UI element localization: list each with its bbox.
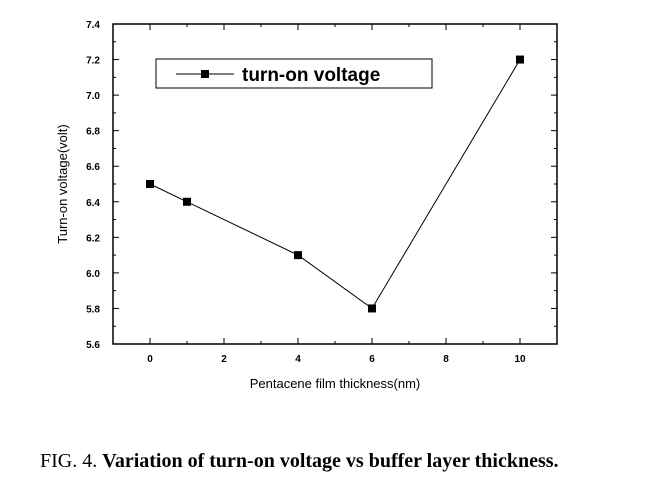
- data-point: [294, 251, 302, 260]
- y-tick-label: 7.0: [86, 91, 100, 102]
- x-tick-label: 4: [295, 354, 301, 365]
- x-tick-label: 2: [221, 354, 227, 365]
- series-line: [149, 59, 521, 310]
- data-point: [183, 197, 191, 206]
- y-tick-label: 6.4: [86, 198, 100, 209]
- legend-marker: [201, 70, 209, 78]
- y-tick-label: 6.0: [86, 269, 100, 280]
- legend: turn-on voltage: [155, 58, 433, 89]
- y-tick-label: 6.2: [86, 233, 100, 244]
- data-point: [146, 180, 154, 188]
- caption-prefix: FIG. 4.: [40, 450, 98, 472]
- caption-text: Variation of turn-on voltage vs buffer l…: [102, 450, 559, 472]
- y-tick-label: 7.4: [86, 20, 100, 31]
- x-tick-label: 6: [369, 354, 375, 365]
- tick-labels: 0 2 4 6 8 10 5.6 5.8 6.0 6.2 6.4 6.6 6.8 7.0 7.2 7.4: [86, 20, 526, 365]
- y-axis-title: Turn-on voltage(volt): [55, 124, 70, 243]
- x-axis-title: Pentacene film thickness(nm): [250, 376, 421, 391]
- figure-caption: FIG. 4. Variation of turn-on voltage vs …: [40, 450, 640, 473]
- data-point: [368, 304, 376, 313]
- axis-ticks: [112, 23, 558, 345]
- data-point: [516, 55, 524, 64]
- y-tick-label: 7.2: [86, 56, 100, 67]
- y-tick-label: 6.6: [86, 162, 100, 173]
- chart: 0 2 4 6 8 10 5.6 5.8 6.0 6.2 6.4 6.6 6.8 7.0 7.2 7.4 Pe…: [55, 20, 558, 391]
- y-tick-label: 6.8: [86, 127, 100, 138]
- x-tick-label: 8: [443, 354, 449, 365]
- y-tick-label: 5.8: [86, 304, 100, 315]
- legend-label: turn-on voltage: [242, 65, 380, 86]
- data-points: [146, 55, 524, 313]
- x-tick-label: 10: [514, 354, 526, 365]
- x-tick-label: 0: [147, 354, 153, 365]
- y-tick-label: 5.6: [86, 340, 100, 351]
